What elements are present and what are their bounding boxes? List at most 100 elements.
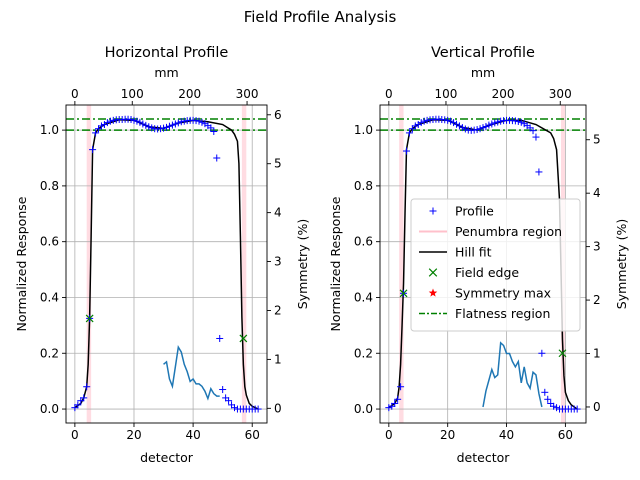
profile-point: [130, 116, 138, 124]
profile-point: [225, 397, 233, 405]
data-layer: [385, 115, 581, 413]
axes-frame: [379, 104, 587, 424]
profile-point: [160, 124, 168, 132]
legend-symmetry-max-marker: [428, 288, 438, 297]
profile-point: [529, 127, 537, 135]
legend-entry: Flatness region: [419, 306, 550, 321]
profile-point: [145, 123, 153, 131]
profile-point: [544, 395, 552, 403]
symmetry-line: [163, 345, 220, 401]
x-tick-label: 0: [385, 428, 393, 442]
profile-point: [553, 404, 561, 412]
profile-point: [213, 154, 221, 162]
y-axis-label: Normalized Response: [14, 196, 29, 331]
y2-tick-label: 2: [593, 293, 601, 307]
x-tick-label: 40: [185, 428, 200, 442]
profile-point: [230, 404, 238, 412]
profile-point: [450, 119, 458, 127]
legend-label: Hill fit: [455, 245, 492, 260]
y2-tick-label: 4: [274, 206, 282, 220]
x-tick-label: 60: [245, 428, 260, 442]
profile-point: [168, 121, 176, 129]
profile-point: [470, 126, 478, 134]
y2-tick-label: 3: [593, 240, 601, 254]
y-tick-label: 0.0: [40, 402, 59, 416]
profile-point: [497, 117, 505, 125]
x2-tick-label: 100: [435, 87, 458, 101]
legend-entry: Field edge: [428, 265, 519, 280]
legend-entry: Hill fit: [419, 245, 492, 260]
profile-point: [157, 125, 165, 133]
penumbra-region-1: [399, 105, 404, 423]
field-edge-point: [85, 314, 94, 323]
y-tick-label: 0.6: [354, 235, 373, 249]
profile-point: [411, 122, 419, 130]
x-tick-label: 40: [499, 428, 514, 442]
legend-label: Profile: [455, 204, 494, 219]
profile-point: [171, 120, 179, 128]
profile-point: [511, 117, 519, 125]
legend-profile-marker: [429, 207, 437, 215]
legend-entry: Penumbra region: [419, 224, 562, 239]
y-tick-label: 0.2: [40, 346, 59, 360]
profile-point: [444, 116, 452, 124]
chart-title: Horizontal Profile: [105, 45, 229, 61]
y2-axis-label: Symmetry (%): [614, 219, 629, 309]
y-tick-label: 1.0: [354, 123, 373, 137]
field-edge-point: [399, 289, 408, 298]
profile-point: [198, 118, 206, 126]
x-tick-label: 60: [558, 428, 573, 442]
y-tick-label: 0.8: [40, 179, 59, 193]
penumbra-region-1: [86, 105, 92, 423]
profile-point: [423, 116, 431, 124]
x2-tick-label: 200: [178, 87, 201, 101]
profile-point: [482, 122, 490, 130]
profile-point: [207, 124, 215, 132]
legend-entry: Symmetry max: [428, 286, 551, 301]
y2-tick-label: 0: [274, 401, 282, 415]
horizontal-profile-chart: 0 20 40 60 0.0 0.2 0.4 0.6 0.8 1.0 0 100 200 300 0 1 2 3 4…: [14, 45, 310, 465]
y-tick-label: 0.0: [354, 402, 373, 416]
data-layer: [71, 115, 262, 413]
field-edge-point: [558, 349, 567, 358]
profile-point: [494, 118, 502, 126]
profile-point: [109, 116, 117, 124]
y2-tick-label: 5: [274, 157, 282, 171]
chart-title: Vertical Profile: [431, 45, 535, 61]
y2-tick-label: 5: [593, 133, 601, 147]
axes-frame: [65, 104, 268, 424]
profile-point: [402, 147, 410, 155]
profile-point: [455, 122, 463, 130]
x2-tick-label: 300: [549, 87, 572, 101]
x-tick-label: 0: [71, 428, 79, 442]
profile-point: [83, 383, 91, 391]
profile-point: [192, 117, 200, 125]
profile-point: [550, 402, 558, 410]
profile-points: [71, 115, 262, 413]
profile-point: [532, 133, 540, 141]
profile-point: [174, 119, 182, 127]
profile-point: [97, 122, 105, 130]
profile-point: [517, 118, 525, 126]
profile-point: [491, 119, 499, 127]
profile-point: [136, 118, 144, 126]
profile-point: [103, 119, 111, 127]
field-edge-point: [239, 334, 248, 343]
y2-tick-label: 2: [274, 303, 282, 317]
profile-point: [216, 334, 224, 342]
profile-points: [385, 115, 581, 413]
profile-point: [180, 117, 188, 125]
y-tick-label: 0.6: [40, 235, 59, 249]
profile-point: [210, 128, 218, 135]
y2-tick-label: 4: [593, 186, 601, 200]
profile-point: [127, 116, 135, 124]
symmetry-line: [482, 341, 543, 408]
legend-box: [410, 198, 581, 332]
penumbra-region-2: [241, 105, 247, 423]
legend-label: Flatness region: [455, 306, 550, 321]
profile-point: [89, 146, 97, 154]
profile-point: [417, 119, 425, 127]
y-tick-label: 0.8: [354, 179, 373, 193]
field-edge-points: [399, 289, 567, 358]
y-tick-label: 0.2: [354, 346, 373, 360]
